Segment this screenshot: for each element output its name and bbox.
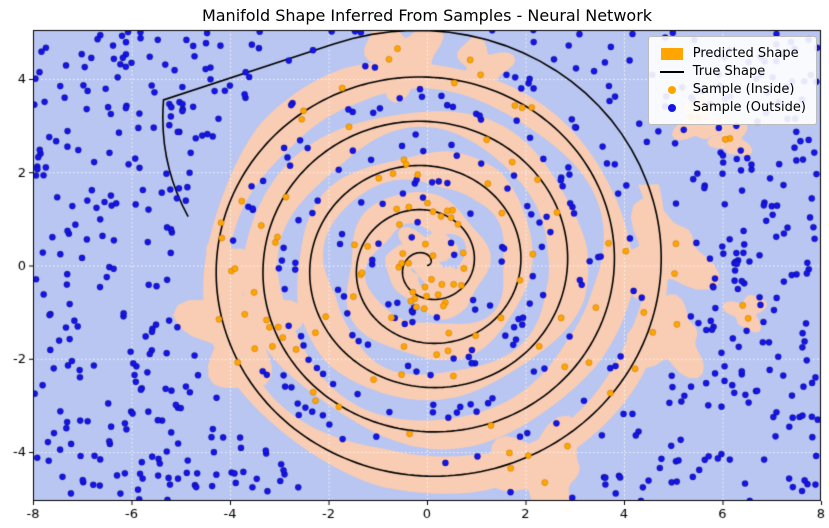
sample-outside-dot-icon (657, 103, 687, 112)
legend[interactable]: Predicted Shape True Shape Sample (Insid… (647, 36, 817, 125)
legend-label-true-shape: True Shape (692, 64, 766, 79)
legend-label-sample-outside: Sample (Outside) (692, 100, 806, 115)
legend-item-sample-inside: Sample (Inside) (657, 82, 806, 97)
chart-title: Manifold Shape Inferred From Samples - N… (201, 6, 653, 25)
legend-label-sample-inside: Sample (Inside) (692, 82, 795, 97)
legend-label-predicted-shape: Predicted Shape (692, 46, 799, 61)
predicted-shape-swatch-icon (657, 47, 687, 60)
legend-item-predicted-shape: Predicted Shape (657, 46, 806, 61)
true-shape-line-icon (657, 70, 687, 73)
sample-inside-dot-icon (657, 85, 687, 94)
legend-item-sample-outside: Sample (Outside) (657, 100, 806, 115)
legend-item-true-shape: True Shape (657, 64, 806, 79)
